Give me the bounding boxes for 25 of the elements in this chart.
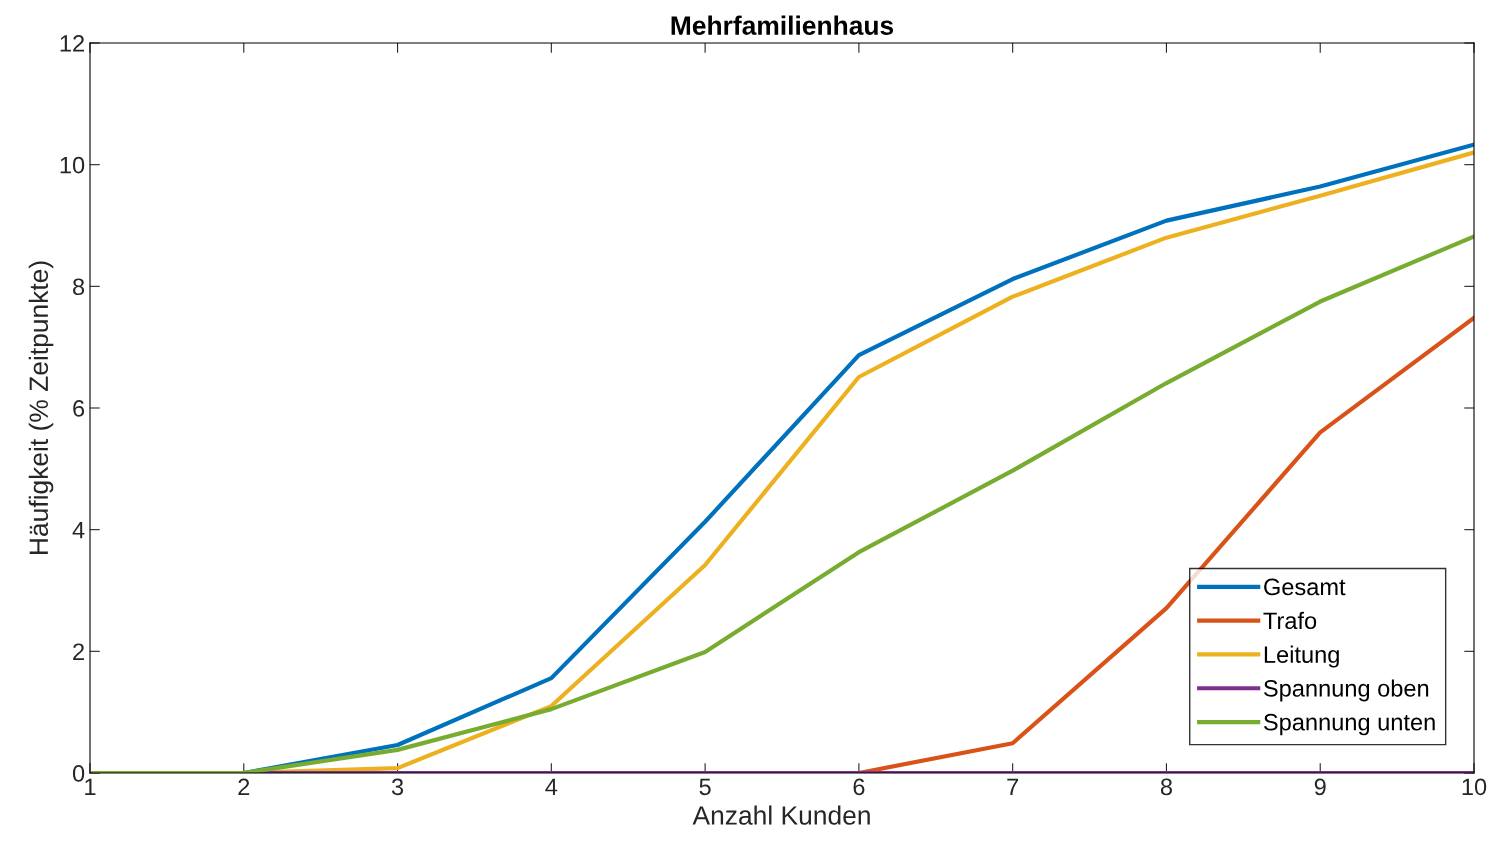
x-tick-label: 10 <box>1462 778 1487 796</box>
legend-label: Trafo <box>1263 611 1317 630</box>
y-tick-label: 12 <box>60 35 84 52</box>
x-tick-label: 2 <box>238 778 250 795</box>
x-tick-label: 6 <box>853 778 865 796</box>
x-tick-label: 7 <box>1007 778 1019 795</box>
x-tick-label: 1 <box>85 778 96 795</box>
x-tick-label: 8 <box>1160 778 1172 796</box>
y-tick-label: 10 <box>60 156 85 174</box>
legend-label: Spannung unten <box>1264 713 1435 736</box>
y-tick-label: 4 <box>72 521 85 539</box>
y-tick-label: 0 <box>72 765 85 782</box>
x-tick-label: 4 <box>545 778 558 795</box>
legend-label: Leitung <box>1264 645 1339 668</box>
legend-label: Gesamt <box>1264 578 1346 596</box>
x-tick-label: 9 <box>1314 778 1326 796</box>
y-tick-label: 6 <box>73 400 85 417</box>
y-tick-label: 2 <box>73 643 84 660</box>
x-axis-title: Anzahl Kunden <box>692 805 870 825</box>
y-axis-title: Häufigkeit (% Zeitpunkte) <box>28 261 54 554</box>
x-tick-label: 3 <box>391 778 404 796</box>
legend-label: Spannung oben <box>1264 679 1429 702</box>
y-tick-label: 8 <box>73 278 85 296</box>
chart-title: Mehrfamilienhaus <box>671 15 894 35</box>
x-tick-label: 5 <box>699 778 711 796</box>
